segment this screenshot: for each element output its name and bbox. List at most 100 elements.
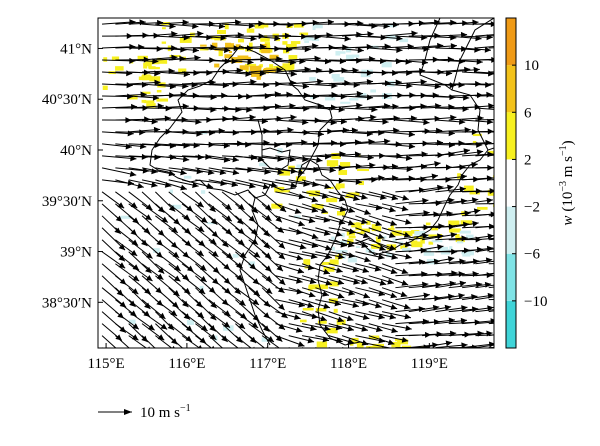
wind-vector (475, 71, 494, 74)
wind-vector (475, 272, 494, 277)
wind-vector-head (347, 338, 355, 345)
colorbar-label-units: (10−3 m s−1) (558, 140, 576, 211)
wind-vector (475, 45, 494, 49)
wind-vector-head (464, 66, 471, 73)
wind-vector-head (185, 325, 193, 332)
w-patch (341, 232, 345, 238)
wind-vector-head (448, 223, 455, 230)
beijing-boundary (149, 45, 333, 199)
wind-vector-head (183, 313, 191, 320)
wind-vector-head (361, 325, 368, 332)
wind-vector-head (352, 266, 359, 273)
wind-vector-head (290, 114, 297, 121)
wind-vector-head (313, 166, 320, 173)
wind-vector-head (132, 323, 139, 330)
wind-vector-head (197, 30, 204, 37)
wind-vector-head (308, 291, 316, 298)
wind-vector-head (297, 341, 305, 347)
wind-vector (475, 321, 494, 325)
w-patch (200, 44, 207, 47)
wind-vector-head (383, 138, 391, 145)
wind-vector-head (278, 278, 286, 285)
wind-vector (475, 22, 494, 25)
w-patch (169, 189, 173, 194)
wind-vector-head (220, 34, 227, 41)
colorbar-segment (506, 300, 516, 348)
wind-vector-head (471, 161, 478, 168)
wind-vector-head (277, 155, 284, 162)
wind-vector-head (338, 165, 345, 172)
wind-vector-head (405, 154, 413, 161)
wind-vector-head (249, 114, 256, 121)
wind-vector (261, 335, 281, 348)
wind-vector-head (151, 118, 158, 125)
wind-vector-head (263, 325, 270, 332)
w-patch (213, 335, 218, 341)
wind-vector-head (473, 208, 481, 215)
y-tick-label: 41°N (60, 41, 92, 57)
wind-vector-head (127, 180, 134, 187)
w-patch (390, 224, 394, 228)
wind-vector-head (388, 232, 396, 238)
wind-vector-head (329, 167, 336, 174)
wind-vector (128, 335, 148, 348)
wind-vector-head (484, 46, 491, 53)
w-patch (169, 55, 181, 58)
colorbar-tick-label: −6 (524, 247, 540, 263)
wind-vector-head (375, 302, 382, 309)
w-patch (366, 220, 371, 225)
wind-vector-head (309, 278, 317, 285)
wind-vector-head (172, 301, 179, 308)
w-patch (386, 253, 393, 258)
wind-vector-head (277, 286, 285, 293)
wind-vector-head (200, 216, 208, 223)
wind-vector-head (362, 232, 370, 239)
wind-vector-head (325, 244, 332, 251)
wind-vector-head (182, 300, 189, 308)
wind-vector-head (404, 313, 411, 320)
w-patch (312, 38, 320, 42)
w-patch (323, 266, 335, 272)
w-patch (424, 236, 428, 239)
wind-vector-head (200, 275, 207, 282)
wind-vector-head (157, 267, 165, 274)
w-patch (312, 24, 316, 31)
wind-vector-head (405, 253, 412, 260)
w-patch (349, 98, 359, 101)
wind-vector-head (281, 348, 288, 354)
wind-vector-head (321, 207, 328, 214)
wind-vector (195, 335, 213, 348)
wind-vector-head (210, 301, 217, 309)
wind-vector-head (143, 310, 150, 317)
wind-vector-head (129, 170, 137, 177)
wind-vector-head (361, 193, 368, 200)
w-patch (336, 183, 345, 189)
wind-vector-head (197, 311, 204, 319)
w-patch (235, 44, 241, 49)
wind-vector-head (337, 292, 345, 299)
w-patch (303, 35, 314, 41)
w-patch (329, 259, 339, 265)
w-patch (347, 192, 360, 196)
w-patch (387, 81, 395, 87)
wind-vector-head (361, 218, 368, 225)
w-patch (306, 190, 310, 194)
wind-vector-head (400, 291, 408, 298)
wind-vector-head (377, 233, 385, 240)
w-patch (224, 23, 229, 30)
w-patch (317, 320, 327, 324)
wind-vector-head (264, 265, 272, 272)
wind-vector-head (172, 345, 175, 348)
w-patch (261, 49, 271, 54)
wind-vector-head (157, 350, 163, 356)
w-patch (308, 284, 320, 290)
wind-vector-head (192, 47, 199, 54)
wind-vector (328, 347, 333, 348)
w-patch (386, 34, 398, 40)
w-patch (138, 76, 147, 81)
wind-vector (315, 347, 319, 348)
wind-vector-head (353, 278, 360, 285)
w-patch (142, 91, 151, 95)
w-patch (424, 248, 432, 254)
wind-vector-head (353, 195, 360, 202)
